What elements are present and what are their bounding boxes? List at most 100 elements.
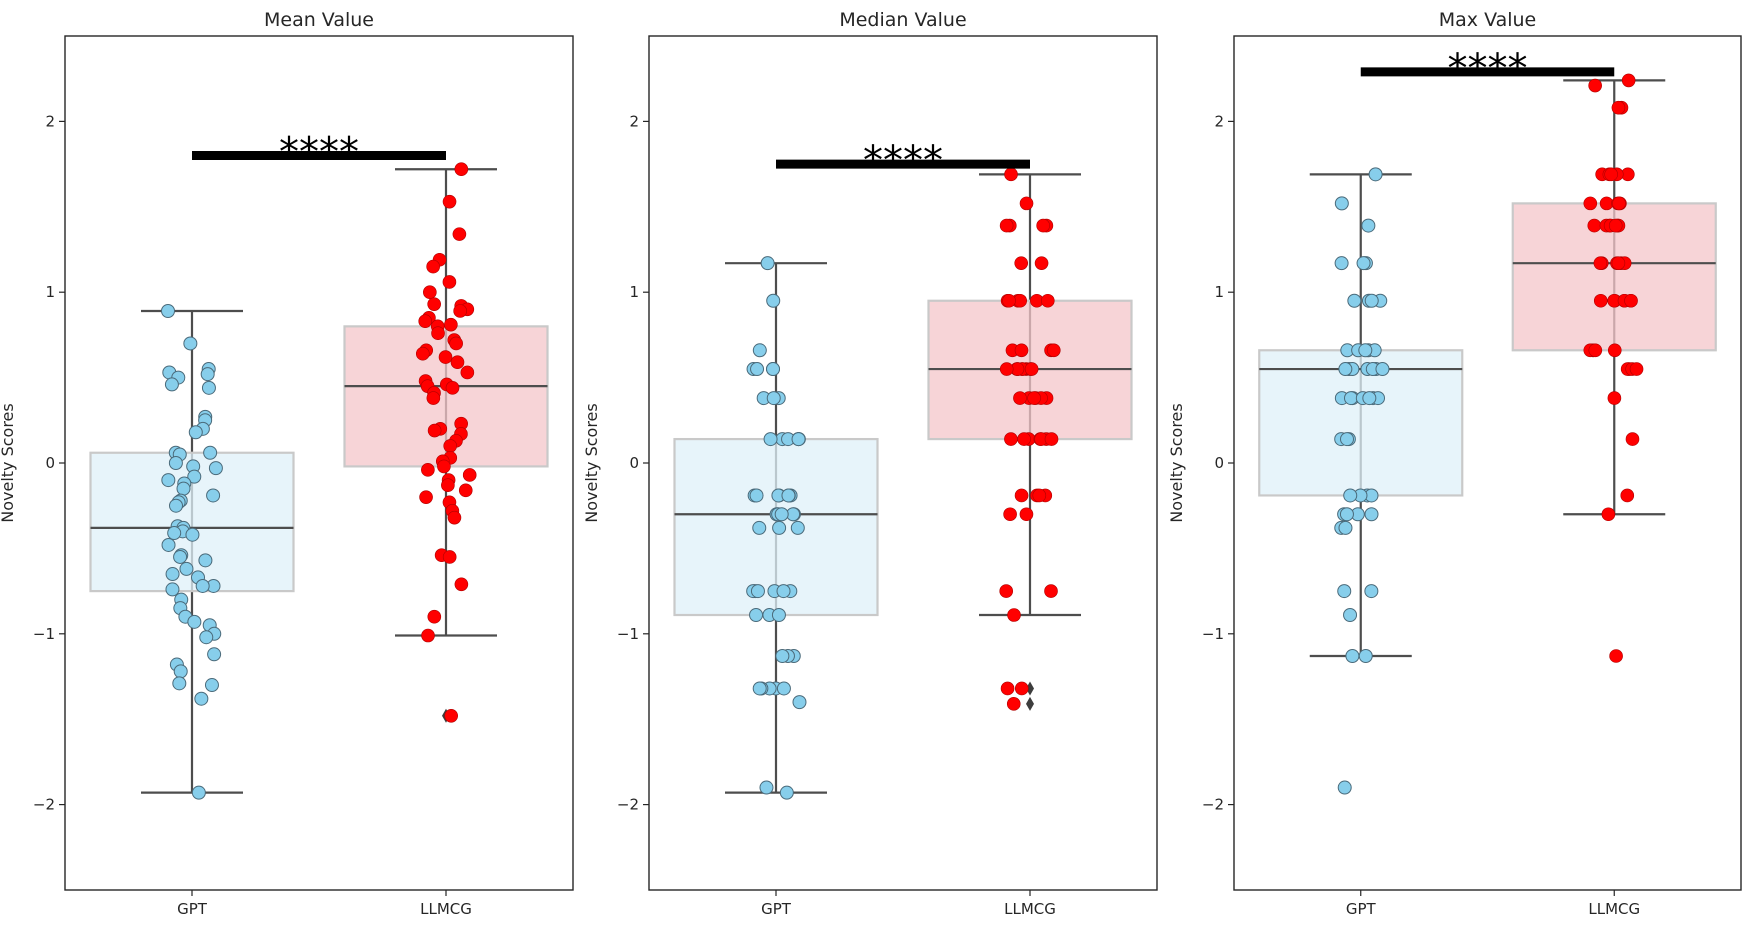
data-point: [1034, 256, 1049, 270]
data-point: [161, 537, 176, 552]
plot-frame: [64, 35, 574, 891]
data-point: [1364, 507, 1379, 522]
data-point: [1356, 256, 1371, 271]
data-point: [1036, 218, 1050, 233]
data-point: [766, 391, 781, 406]
data-point: [1044, 432, 1059, 446]
y-tick-label: 0: [45, 454, 55, 472]
data-point: [792, 695, 807, 710]
data-point: [1339, 507, 1354, 522]
data-point: [1609, 649, 1623, 663]
data-point: [449, 336, 463, 351]
data-point: [1601, 507, 1616, 522]
outlier-marker: [1026, 696, 1034, 711]
panel-title: Mean Value: [264, 9, 374, 31]
x-tick-label: LLMCG: [1588, 900, 1640, 918]
data-point: [187, 614, 202, 629]
data-point: [1593, 293, 1608, 308]
panel-2: Median Value Novelty Scores −2 −1 0 1 2 GPT LLMC…: [582, 9, 1158, 918]
data-point: [999, 584, 1014, 598]
data-point: [426, 259, 440, 274]
data-point: [1024, 362, 1039, 376]
data-point: [750, 362, 765, 377]
data-point: [1334, 256, 1349, 271]
data-point: [427, 297, 441, 311]
data-point: [1013, 391, 1027, 405]
data-point: [1343, 488, 1358, 503]
data-point: [421, 463, 435, 477]
data-point: [191, 785, 206, 800]
y-tick-label: −2: [33, 796, 55, 814]
data-point: [183, 336, 198, 351]
data-point: [1337, 584, 1352, 599]
data-point: [442, 194, 457, 209]
data-point: [1607, 391, 1622, 405]
points-gpt: [1334, 167, 1390, 795]
data-point: [452, 227, 467, 241]
data-point: [791, 432, 806, 447]
data-point: [199, 630, 214, 645]
data-point: [201, 380, 216, 395]
data-point: [161, 303, 175, 318]
plot-frame: [648, 35, 1158, 891]
data-point: [442, 275, 457, 289]
data-point: [1583, 196, 1598, 211]
data-point: [1587, 218, 1602, 233]
data-point: [766, 362, 781, 377]
data-point: [454, 577, 469, 592]
data-point: [1337, 780, 1352, 795]
box-group-gpt: [89, 309, 295, 794]
data-point: [165, 567, 180, 582]
data-point: [775, 649, 790, 664]
data-point: [1347, 293, 1362, 308]
data-point: [1338, 362, 1353, 377]
outlier-marker: [1026, 681, 1034, 696]
data-point: [438, 350, 453, 364]
data-point: [426, 391, 441, 405]
data-point: [441, 478, 455, 493]
data-point: [749, 608, 764, 623]
points-gpt: [746, 256, 807, 800]
data-point: [1611, 100, 1626, 115]
points-llmcg: [999, 167, 1061, 711]
data-point: [1362, 391, 1377, 406]
data-point: [1046, 343, 1061, 358]
plot-frame: [1233, 35, 1742, 891]
data-point: [1343, 608, 1358, 623]
data-point: [1629, 362, 1644, 376]
significance-label: ****: [279, 130, 359, 176]
y-tick-label: −2: [617, 796, 639, 814]
data-point: [462, 468, 477, 482]
points-llmcg: [415, 162, 477, 723]
data-point: [164, 377, 179, 392]
data-point: [1358, 649, 1373, 664]
data-point: [750, 584, 765, 599]
data-point: [418, 314, 433, 329]
y-tick-label: 0: [629, 454, 639, 472]
data-point: [423, 285, 437, 300]
data-point: [200, 367, 215, 382]
data-point: [1019, 196, 1034, 211]
data-point: [176, 481, 191, 496]
x-tick-label: GPT: [177, 900, 208, 918]
data-point: [203, 445, 218, 460]
data-point: [421, 628, 435, 643]
data-point: [1345, 649, 1360, 664]
y-tick-label: 0: [1214, 454, 1224, 472]
data-point: [1014, 681, 1029, 696]
data-point: [1027, 391, 1041, 405]
x-tick-label: LLMCG: [1004, 900, 1056, 918]
data-point: [1625, 432, 1640, 446]
data-point: [1608, 218, 1623, 233]
data-point: [1044, 584, 1058, 598]
box-iqr: [1258, 349, 1464, 497]
data-point: [1358, 343, 1373, 358]
data-point: [1006, 697, 1021, 711]
data-point: [454, 162, 469, 177]
x-tick-label: GPT: [1346, 900, 1377, 918]
panel-1: Mean Value Novelty Scores −2 −1 0 1 2 GPT LLMCG *…: [0, 9, 574, 918]
significance-label: ****: [1448, 46, 1528, 92]
y-tick-label: 2: [45, 112, 55, 130]
data-point: [173, 549, 188, 564]
data-point: [208, 461, 223, 476]
